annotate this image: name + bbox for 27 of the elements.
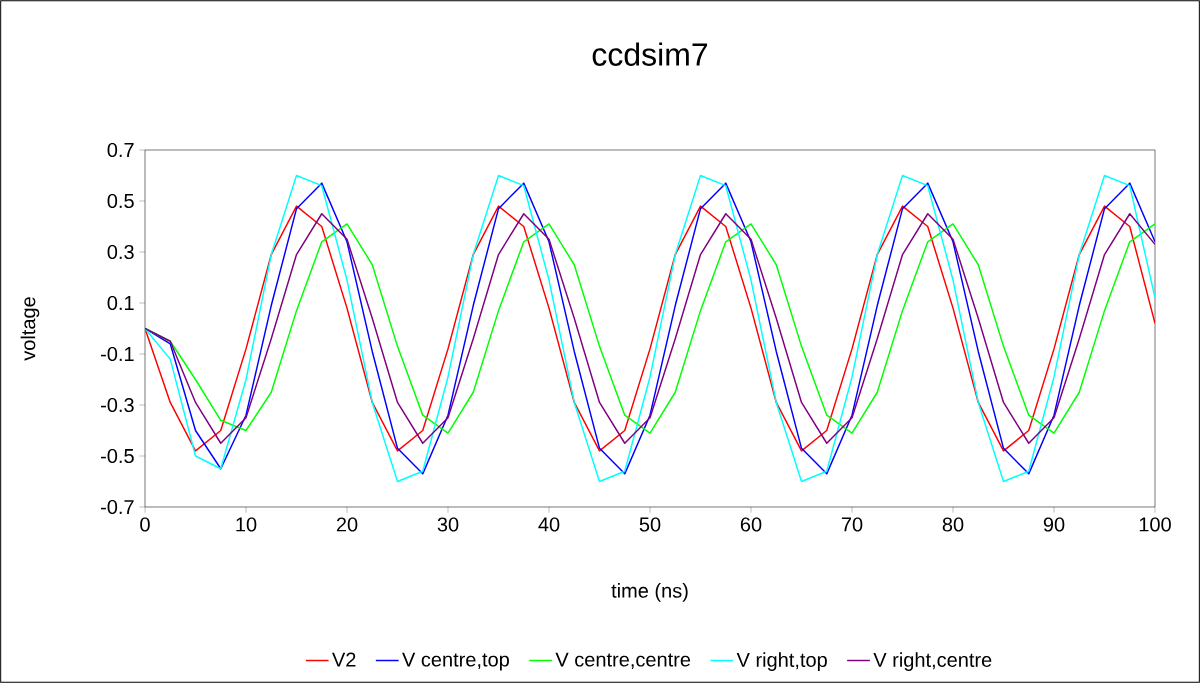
legend-label: V right,centre [873,652,992,671]
x-tick-label: 0 [140,517,150,532]
x-tick-label: 50 [639,517,661,532]
x-tick-label: 40 [538,517,560,532]
y-tick-label: -0.7 [101,499,134,515]
x-tick-label: 70 [841,517,863,532]
x-axis-title: time (ns) [611,583,688,602]
y-tick-label: 0.3 [107,244,134,260]
y-tick-label: -0.5 [101,448,134,464]
legend-label: V centre,top [402,652,509,671]
x-tick-label: 10 [236,517,257,532]
y-tick-label: -0.3 [101,397,134,413]
x-tick-label: 80 [942,517,964,532]
y-tick-label: -0.1 [101,346,134,362]
x-tick-label: 30 [437,517,459,532]
x-tick-label: 100 [1139,517,1171,532]
x-tick-label: 60 [740,517,762,532]
y-axis-title: voltage [20,297,40,361]
legend-label: V centre,centre [555,652,691,669]
x-tick-label: 90 [1043,517,1065,532]
y-tick-label: 0.5 [107,193,134,209]
x-tick-label: 20 [336,517,358,532]
legend-label: V right,top [736,652,827,671]
y-tick-label: 0.7 [107,142,134,158]
y-tick-label: 0.1 [107,295,134,311]
legend-label: V2 [332,652,356,667]
chart-title: ccdsim7 [592,42,708,66]
